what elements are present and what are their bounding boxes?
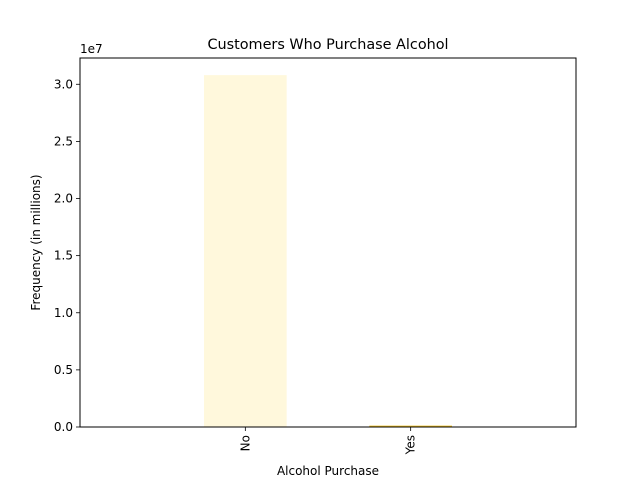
x-tick-label: Yes <box>404 435 418 455</box>
y-axis-scale-label: 1e7 <box>80 42 103 56</box>
y-tick-label: 1.5 <box>54 249 73 263</box>
x-tick-label: No <box>238 435 252 451</box>
chart-title: Customers Who Purchase Alcohol <box>207 37 448 53</box>
y-tick-label: 0.0 <box>54 420 73 434</box>
y-tick-label: 3.0 <box>54 77 73 91</box>
plot-frame <box>79 57 577 428</box>
y-tick-label: 1.0 <box>54 306 73 320</box>
bar-yes <box>369 425 452 427</box>
y-axis-label: Frequency (in millions) <box>29 174 43 310</box>
bars-group <box>204 75 452 427</box>
y-tick-label: 2.5 <box>54 134 73 148</box>
y-tick-label: 0.5 <box>54 363 73 377</box>
x-axis-label: Alcohol Purchase <box>277 464 379 478</box>
y-ticks-group: 0.0 0.5 1.0 1.5 2.0 2.5 3.0 <box>54 77 80 434</box>
x-ticks-group: No Yes <box>238 427 418 455</box>
bar-no <box>204 75 287 427</box>
y-tick-label: 2.0 <box>54 192 73 206</box>
